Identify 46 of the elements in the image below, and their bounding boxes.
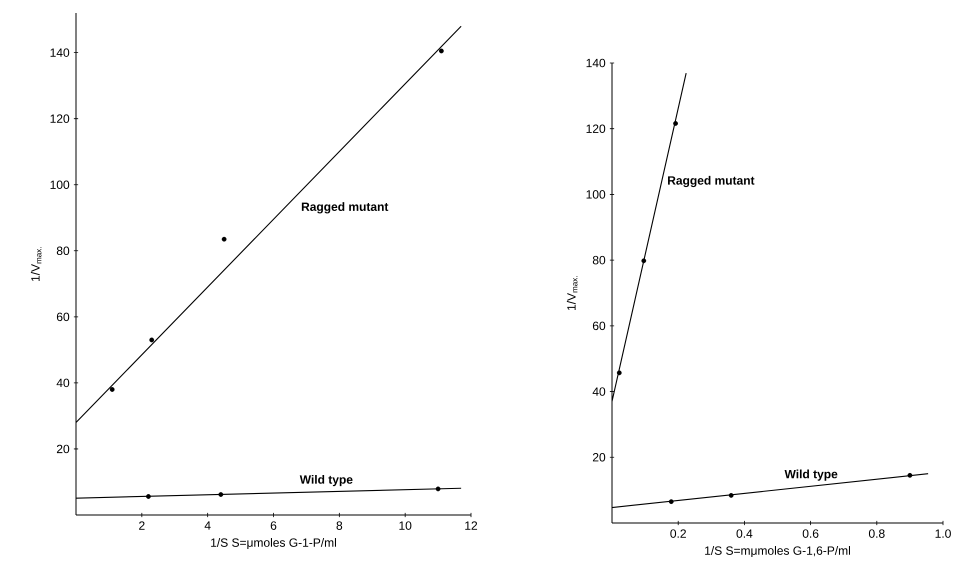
series-label: Ragged mutant [302,202,388,214]
y-tick-label: 100 [586,190,606,199]
x-tick-label: 12 [465,521,478,530]
point [110,387,115,392]
y-tick-label: 60 [592,322,606,330]
x-tick-label: 6 [270,521,276,530]
x-tick-label: 2 [139,521,145,530]
point [149,338,154,342]
y-axis-title: 1/V$_{max.}$ [566,276,578,310]
y-tick-label: 120 [50,114,70,123]
point [728,493,734,498]
x-tick-label: 4 [204,521,211,530]
point [438,48,444,54]
x-axis-title: 1/S S=mμmoles G-1,6-P/ml [705,546,850,558]
y-tick-label: 140 [50,48,70,57]
series-label: Ragged mutant [668,176,754,188]
point [616,370,622,376]
series-label: Wild type [784,470,838,481]
x-tick-label: 0.6 [802,529,818,538]
x-tick-label: 10 [399,521,412,530]
y-tick-label: 80 [56,246,70,256]
y-tick-label: 20 [56,444,70,454]
y-tick-label: 80 [592,256,606,264]
y-tick-label: 40 [592,387,606,396]
x-tick-label: 8 [336,521,342,530]
y-tick-label: 100 [50,180,70,189]
x-axis-title: 1/S S=μmoles G-1-P/ml [211,538,336,550]
y-axis-title: 1/V$_{max.}$ [30,247,42,282]
point [218,492,224,497]
x-tick-label: 0.2 [670,529,686,538]
y-tick-label: 140 [586,58,606,68]
point [908,472,912,478]
point [436,486,440,492]
point [673,121,678,126]
x-tick-label: 0.4 [736,529,752,538]
y-tick-label: 20 [592,453,606,462]
y-tick-label: 60 [56,312,70,322]
x-tick-label: 0.8 [868,529,885,538]
y-tick-label: 40 [56,378,70,388]
point [222,236,227,242]
point [668,499,674,504]
point [146,494,151,499]
y-tick-label: 120 [586,124,606,133]
x-tick-label: 1.0 [936,529,951,538]
point [641,258,646,264]
series-label: Wild type [300,474,353,486]
